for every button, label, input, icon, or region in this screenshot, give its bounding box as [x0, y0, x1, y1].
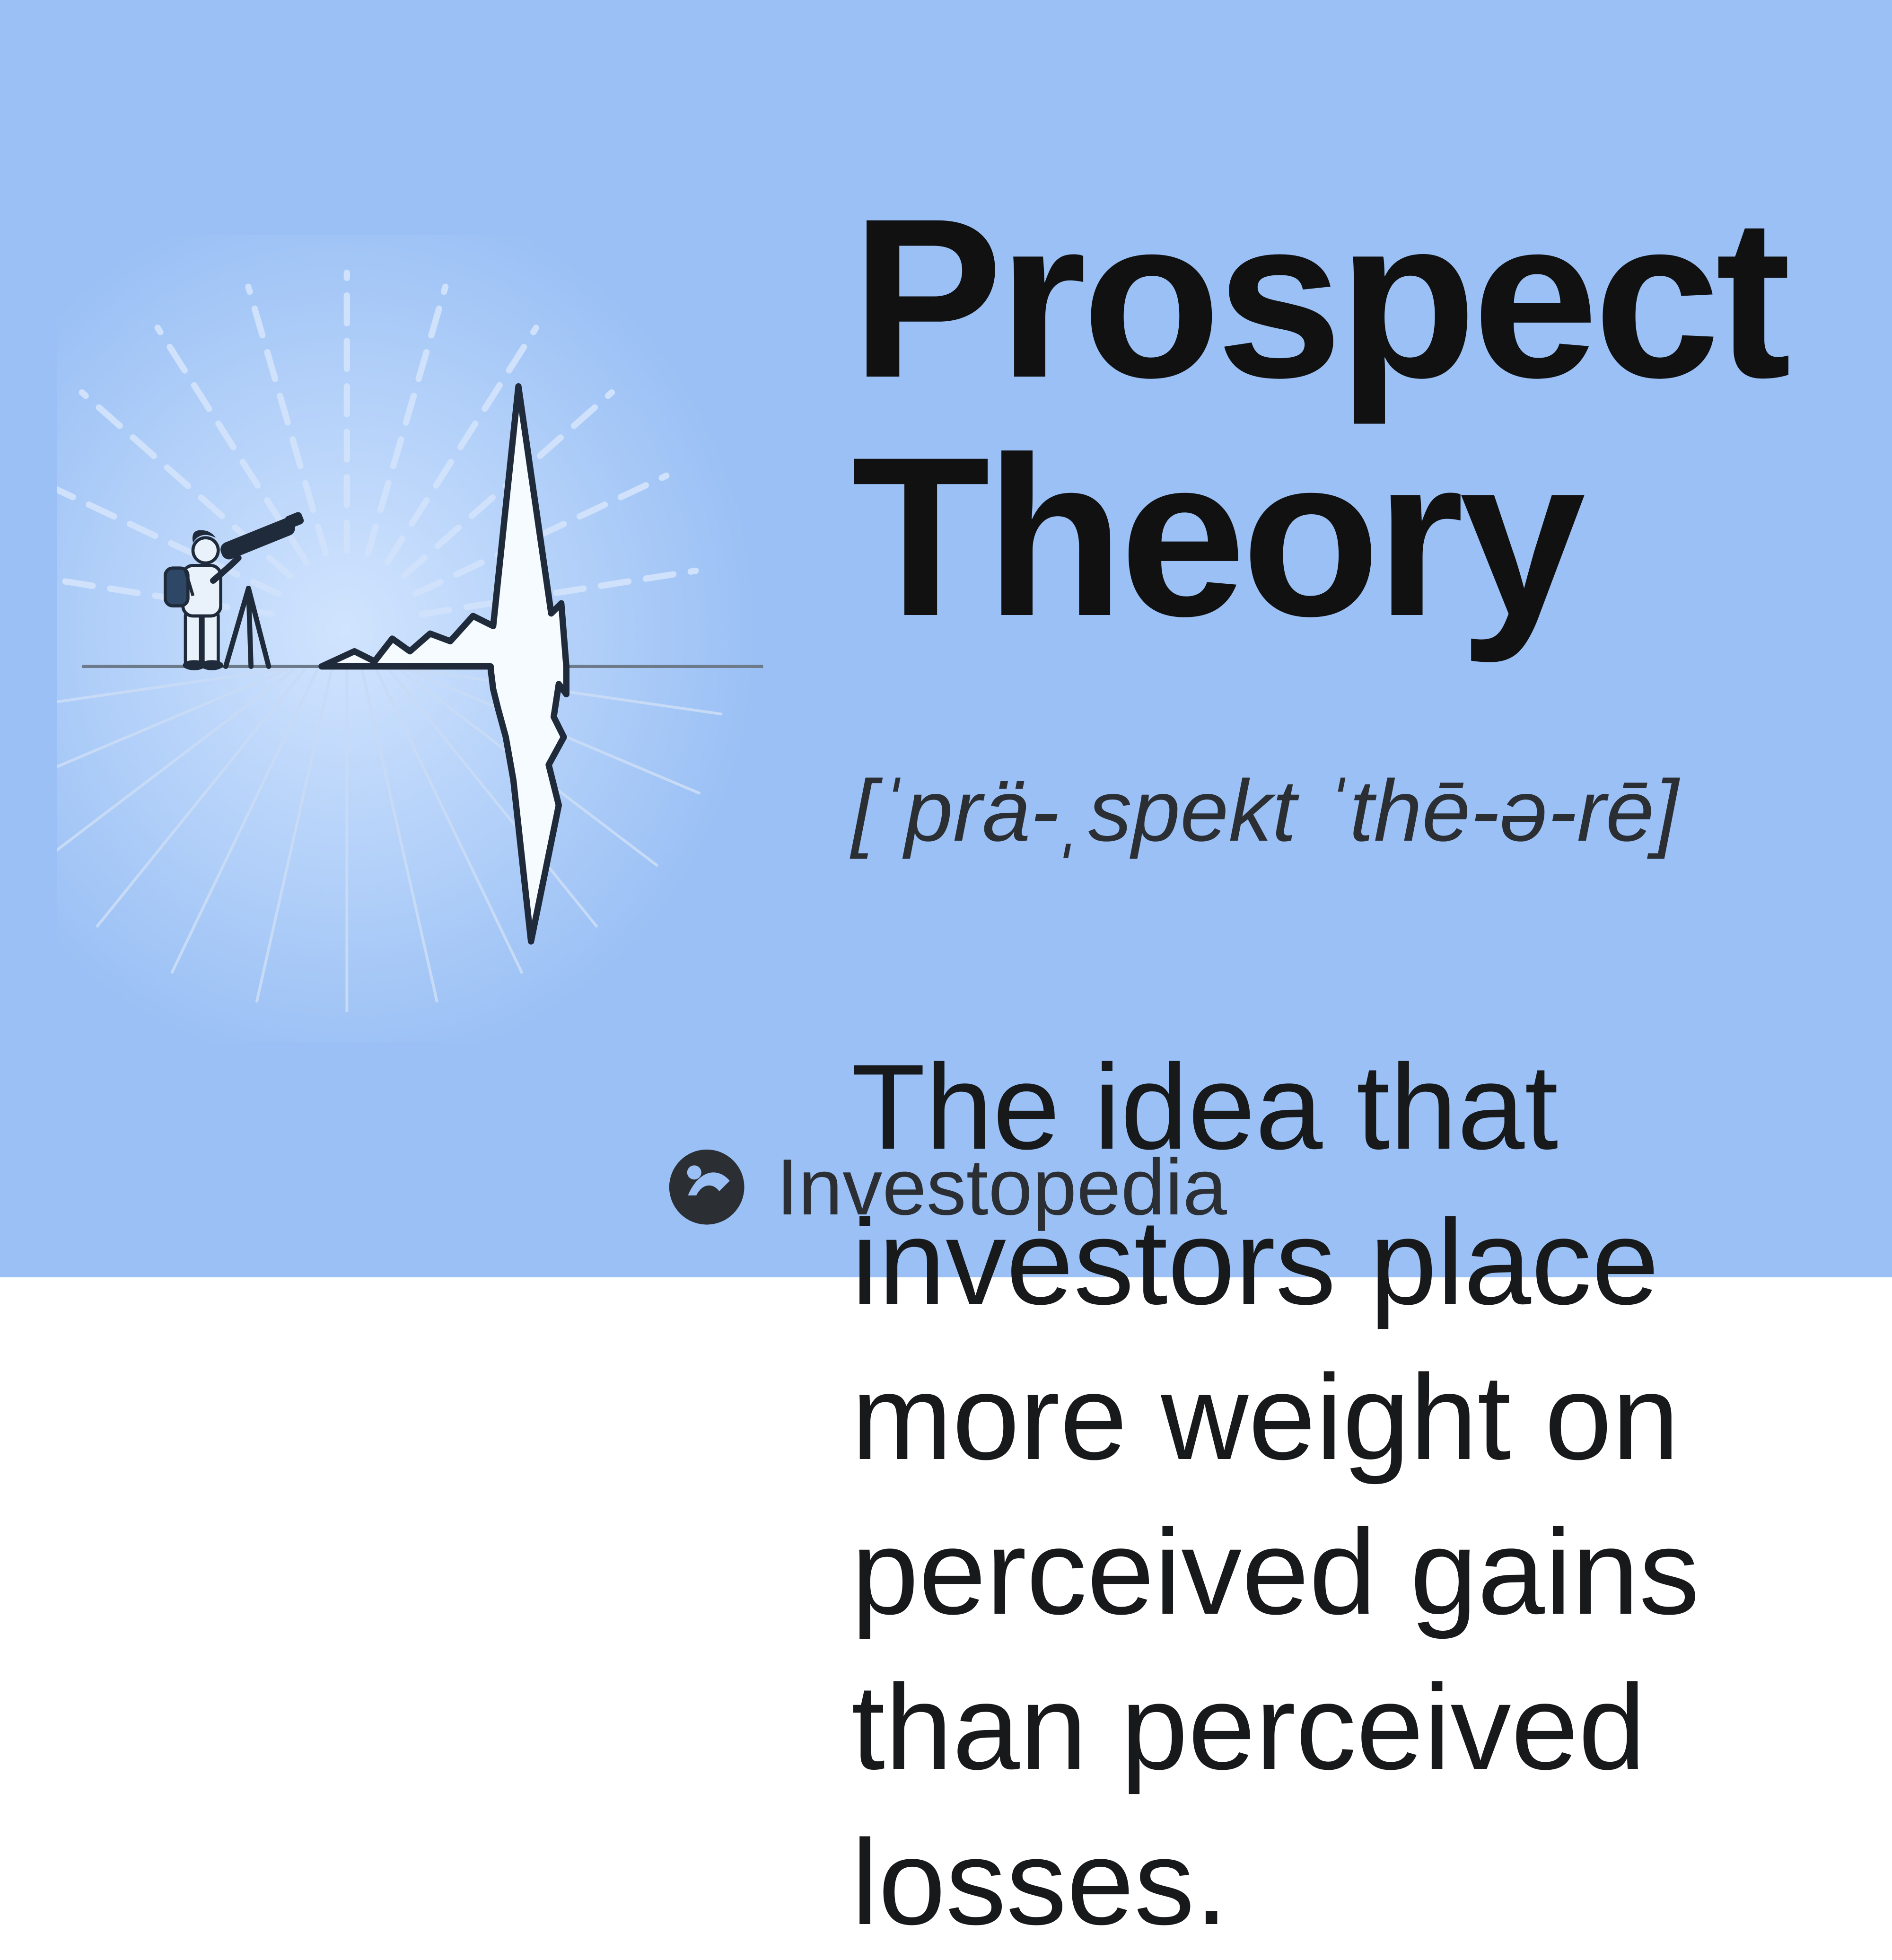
definition-card: Prospect Theory [ˈprä-ˌspekt ˈthē-ə-rē] …: [0, 0, 1892, 1277]
brand-footer: Investopedia: [0, 1142, 1892, 1233]
text-block: Prospect Theory [ˈprä-ˌspekt ˈthē-ə-rē] …: [851, 179, 1816, 1960]
term-title: Prospect Theory: [851, 179, 1816, 656]
brand-logo-icon: [665, 1145, 748, 1229]
brand-name: Investopedia: [776, 1142, 1227, 1233]
illustration: [57, 179, 814, 1099]
term-pronunciation: [ˈprä-ˌspekt ˈthē-ə-rē]: [851, 760, 1816, 861]
